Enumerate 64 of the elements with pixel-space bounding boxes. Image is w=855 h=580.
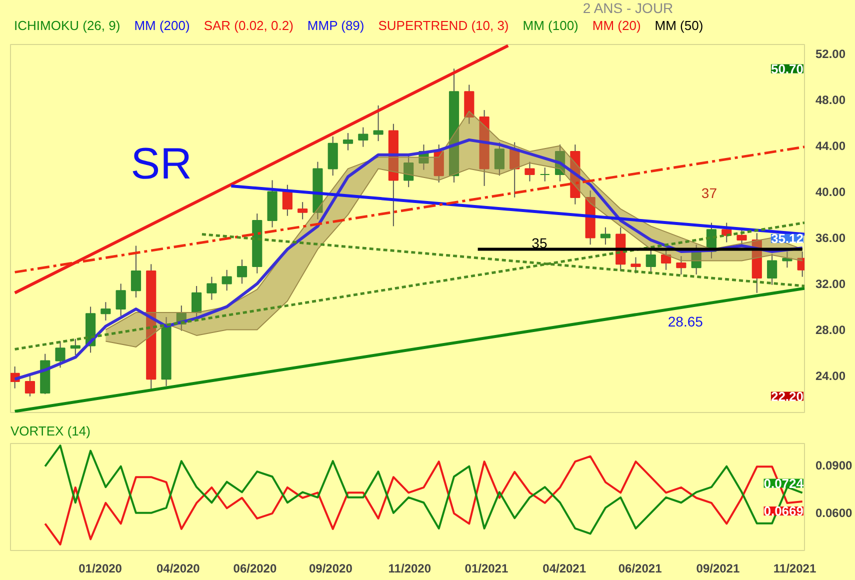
text: MM (20) [592, 18, 641, 33]
text: MM (100) [522, 18, 578, 33]
candlestick [206, 276, 217, 300]
candlestick [236, 259, 248, 284]
text: SAR (0.02, 0.2) [204, 18, 294, 33]
text: MM (50) [654, 18, 704, 33]
candlestick [358, 126, 368, 148]
candlestick [100, 302, 111, 321]
annotation: 50.70 [770, 61, 804, 76]
candlestick [524, 161, 535, 182]
candlestick [540, 167, 550, 182]
candlestick [404, 156, 414, 188]
x-tick-label: 11/2020 [388, 562, 432, 576]
candlestick [630, 256, 641, 274]
text: SUPERTREND (10, 3) [378, 18, 509, 33]
annotation: 0.0724 [764, 476, 804, 491]
y-tick-label: 52.00 [816, 47, 846, 62]
x-tick-label: 06/2021 [618, 562, 662, 576]
y-tick-label: 48.00 [816, 93, 846, 108]
candlestick [24, 374, 36, 397]
candlestick [298, 202, 308, 220]
annotation: SR [130, 140, 192, 189]
text: ICHIMOKU (26, 9) [14, 18, 120, 33]
x-tick-label: 04/2021 [542, 562, 586, 576]
y-tick-label: 24.00 [816, 369, 846, 384]
candlestick [116, 283, 126, 316]
x-tick-label: 09/2021 [696, 562, 740, 576]
x-tick-label: 01/2020 [78, 562, 122, 576]
text: 2 ANS - JOUR [582, 0, 674, 18]
candlestick [282, 184, 292, 216]
candlestick [70, 338, 80, 356]
x-tick-label: 01/2021 [464, 562, 508, 576]
candlestick [342, 132, 354, 151]
candlestick [130, 245, 142, 298]
line-series [44, 444, 804, 535]
candlestick [600, 226, 610, 246]
y-tick-label: 0.0600 [816, 506, 853, 520]
annotation: 35.12 [770, 230, 804, 246]
annotation: 37 [701, 184, 718, 201]
chart-title: VORTEX (14) [10, 424, 90, 438]
x-tick-label: 04/2020 [156, 562, 200, 576]
line-series [44, 455, 804, 546]
text: MMP (89) [307, 18, 364, 33]
y-tick-label: 36.00 [816, 231, 846, 246]
x-tick-label: 11/2021 [773, 562, 816, 576]
x-tick-label: 06/2020 [233, 562, 277, 576]
annotation: 28.65 [668, 314, 704, 330]
y-tick-label: 28.00 [816, 323, 846, 338]
y-tick-label: 44.00 [816, 139, 846, 154]
x-tick-label: 09/2020 [309, 562, 353, 576]
candlestick [494, 142, 504, 176]
y-tick-label: 40.00 [816, 185, 846, 200]
annotation: 0.0669 [764, 504, 804, 519]
candlestick [676, 256, 686, 275]
candlestick [373, 104, 384, 142]
text: MM (200) [134, 18, 190, 33]
candlestick [660, 248, 672, 270]
candlestick [55, 340, 66, 368]
candlestick [222, 269, 232, 292]
y-tick-label: 0.0900 [816, 458, 853, 472]
annotation: 22.20 [770, 388, 804, 404]
annotation: 35 [532, 235, 548, 252]
y-tick-label: 32.00 [816, 277, 846, 292]
candlestick [767, 253, 778, 286]
